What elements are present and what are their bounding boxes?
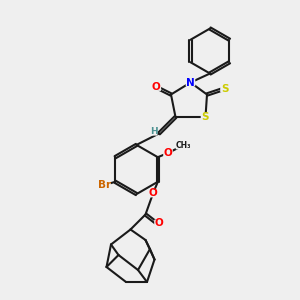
Text: O: O — [154, 218, 164, 229]
FancyBboxPatch shape — [220, 85, 230, 92]
FancyBboxPatch shape — [150, 128, 158, 136]
FancyBboxPatch shape — [176, 142, 190, 149]
Text: H: H — [150, 128, 158, 136]
FancyBboxPatch shape — [99, 181, 111, 188]
Text: O: O — [164, 148, 172, 158]
Text: Br: Br — [98, 179, 112, 190]
Text: O: O — [148, 188, 158, 199]
FancyBboxPatch shape — [186, 79, 195, 86]
Text: S: S — [202, 112, 209, 122]
FancyBboxPatch shape — [163, 149, 173, 157]
Text: CH₃: CH₃ — [175, 141, 191, 150]
Text: S: S — [221, 83, 229, 94]
FancyBboxPatch shape — [201, 113, 210, 121]
FancyBboxPatch shape — [151, 83, 161, 91]
Text: O: O — [152, 82, 160, 92]
FancyBboxPatch shape — [154, 220, 164, 227]
Text: N: N — [186, 77, 195, 88]
FancyBboxPatch shape — [148, 190, 158, 197]
